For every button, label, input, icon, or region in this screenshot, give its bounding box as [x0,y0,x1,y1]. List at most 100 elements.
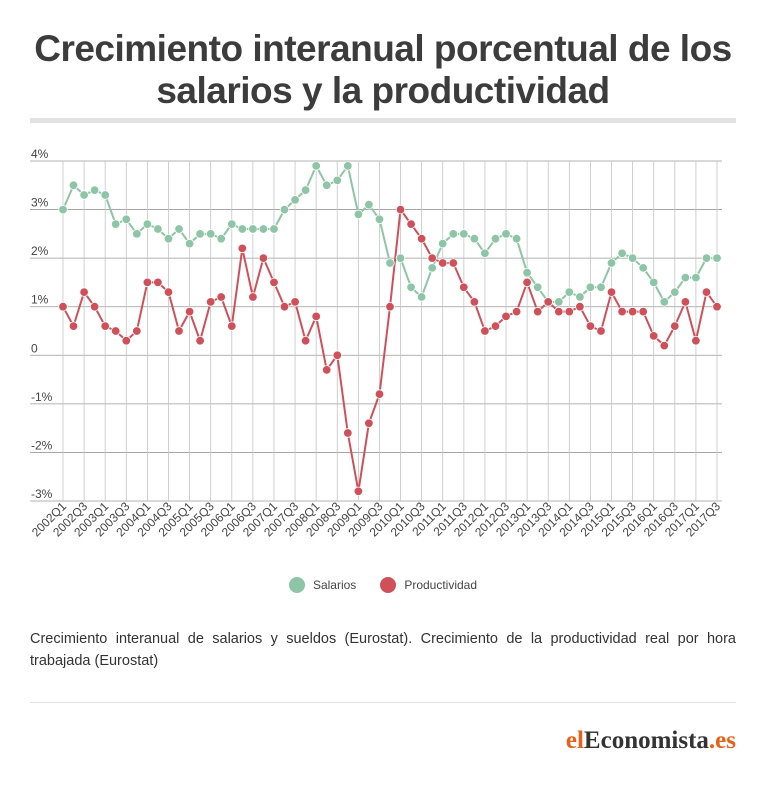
legend-marker-productividad [380,577,397,593]
data-point-productividad [638,306,648,317]
data-point-salarios [227,219,237,229]
y-tick-label: 4% [31,147,49,161]
data-point-salarios [490,233,501,244]
y-tick-label: 3% [31,196,49,210]
data-point-productividad [469,297,480,307]
data-point-productividad [237,243,248,254]
data-point-productividad [522,277,532,288]
data-point-salarios [269,224,279,234]
data-point-salarios [416,292,427,302]
data-point-productividad [385,301,395,312]
data-point-salarios [58,204,68,215]
data-point-salarios [511,233,522,244]
data-point-salarios [638,263,648,273]
y-tick-label: 2% [31,244,49,258]
data-point-productividad [575,301,585,312]
data-point-productividad [712,301,722,312]
data-point-productividad [216,292,226,302]
data-point-salarios [459,229,469,239]
data-point-productividad [110,326,121,336]
data-point-salarios [406,282,416,293]
data-point-salarios [680,272,691,283]
data-point-salarios [480,248,490,259]
data-point-productividad [258,253,269,263]
data-point-productividad [142,277,153,288]
data-point-salarios [205,229,216,239]
data-point-salarios [89,185,100,195]
data-point-productividad [585,321,596,331]
data-point-productividad [121,335,132,346]
brand-middle: Economista [583,727,709,754]
data-point-productividad [659,340,670,351]
data-point-productividad [670,321,680,331]
data-point-salarios [691,272,701,283]
y-tick-label: -3% [31,487,53,501]
data-point-salarios [174,224,184,234]
legend-label-salarios: Salarios [312,578,357,592]
data-point-salarios [617,248,627,259]
data-point-salarios [311,161,321,171]
data-point-salarios [300,185,311,195]
data-point-salarios [606,258,617,268]
data-point-salarios [533,282,543,293]
legend-label-productividad: Productividad [404,578,478,592]
legend-marker-salarios [288,577,305,593]
y-tick-label: 1% [31,293,49,307]
data-point-productividad [100,321,110,331]
data-point-salarios [237,224,248,234]
data-point-salarios [364,199,374,210]
data-point-productividad [174,326,184,336]
legend-item-productividad[interactable]: Productividad [380,577,477,593]
data-point-productividad [89,301,100,312]
data-point-salarios [575,292,585,302]
data-point-salarios [79,190,89,200]
data-point-productividad [680,297,691,307]
data-point-productividad [343,428,353,438]
data-point-productividad [543,297,553,307]
data-point-productividad [364,418,374,429]
data-point-productividad [533,306,543,317]
legend-item-salarios[interactable]: Salarios [288,577,357,593]
data-point-productividad [416,233,427,244]
data-point-productividad [300,335,311,346]
data-point-productividad [427,253,437,263]
brand-suffix: .es [708,727,736,754]
data-point-salarios [522,267,532,278]
data-point-productividad [554,306,564,317]
data-point-productividad [480,326,490,336]
data-point-salarios [153,224,163,234]
data-point-productividad [701,287,712,297]
data-point-salarios [216,233,226,244]
data-point-productividad [448,258,459,268]
data-point-productividad [153,277,163,288]
data-point-productividad [248,292,258,302]
data-point-salarios [163,233,174,244]
series-lines [62,163,718,492]
data-point-productividad [290,297,300,307]
footer-divider [30,702,736,703]
data-point-productividad [490,321,501,331]
y-tick-label: 0 [31,341,38,355]
data-point-salarios [332,175,343,186]
data-point-salarios [670,287,680,297]
y-tick-label: -1% [31,390,53,404]
data-point-salarios [248,224,258,234]
data-point-salarios [110,219,121,229]
data-point-productividad [132,326,142,336]
title-divider [30,118,736,123]
data-point-productividad [205,297,216,307]
data-point-productividad [353,486,364,497]
data-point-productividad [691,335,701,346]
data-point-salarios [438,238,448,249]
data-point-salarios [712,253,722,263]
brand-logo[interactable]: elEconomista.es [566,727,736,755]
data-point-salarios [585,282,596,293]
source-note: Crecimiento interanual de salarios y sue… [30,631,736,669]
data-point-salarios [353,209,364,220]
data-point-salarios [132,229,142,239]
data-point-salarios [501,229,511,239]
data-point-productividad [511,306,522,317]
data-point-salarios [701,253,712,263]
data-point-productividad [163,287,174,297]
data-point-productividad [311,311,321,322]
